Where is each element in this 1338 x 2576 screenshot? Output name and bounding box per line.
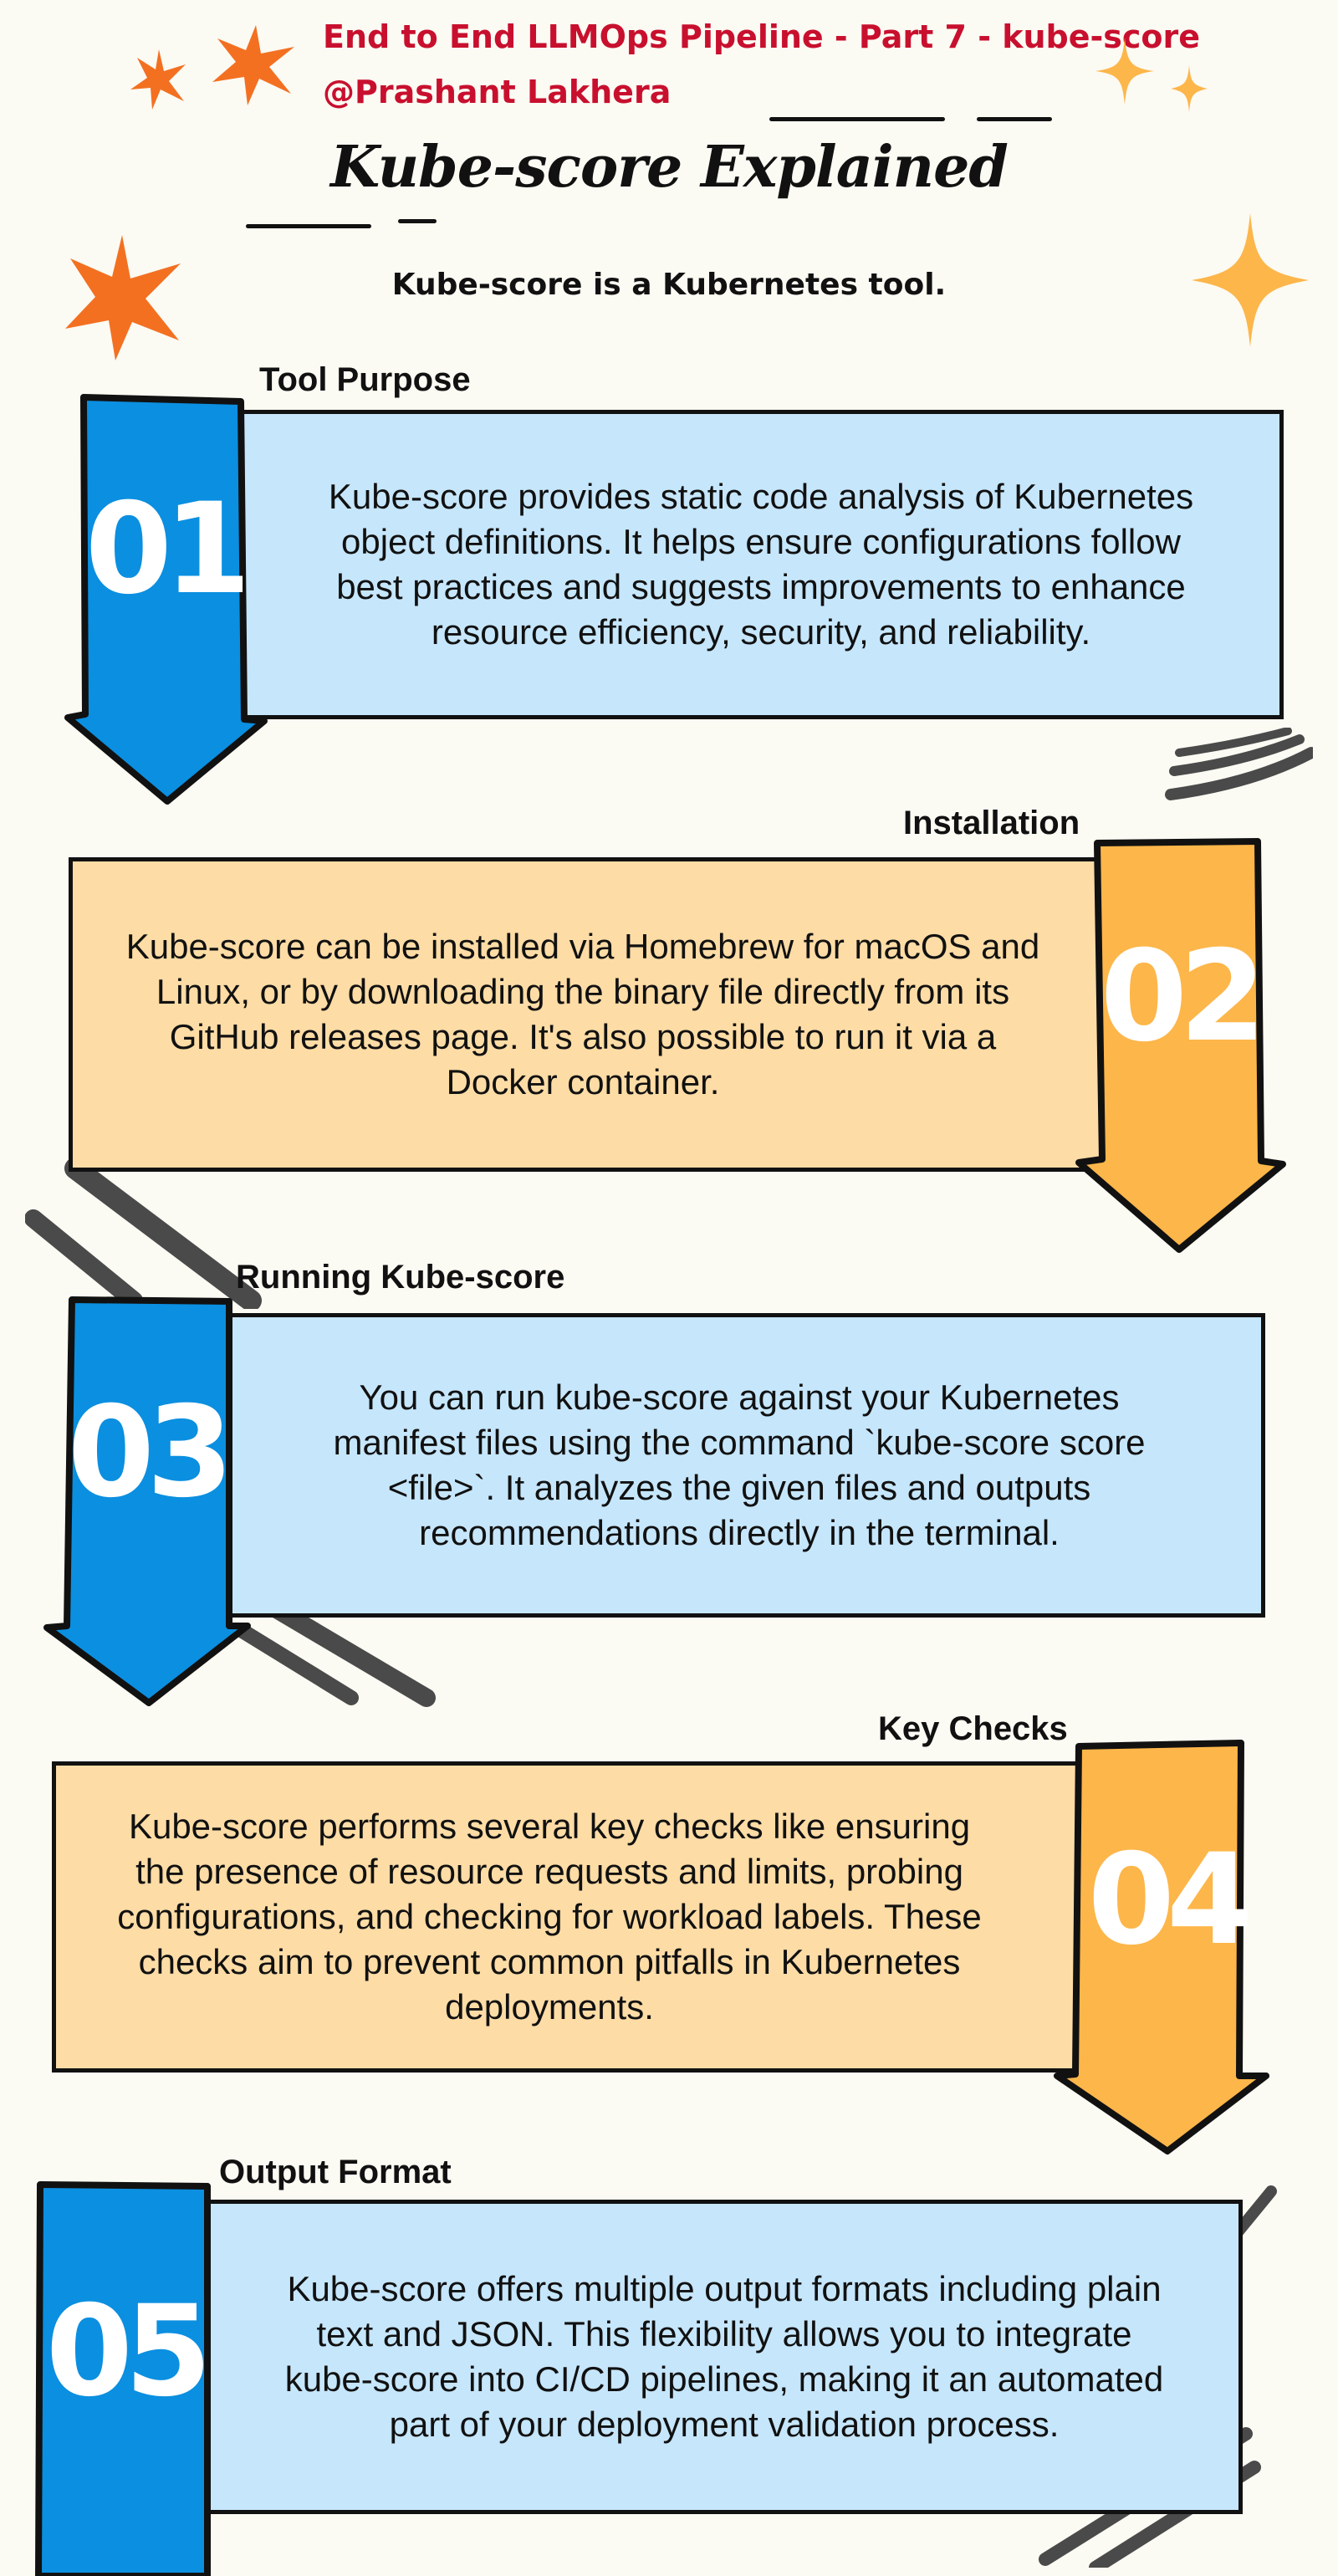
star-icon <box>212 25 294 105</box>
sparkle-icon <box>1171 65 1208 112</box>
section-label-key-checks: Key Checks <box>878 1710 1068 1747</box>
sparkle-icon <box>1095 38 1154 105</box>
section-card-key-checks: Kube-score performs several key checks l… <box>52 1761 1122 2073</box>
sparkle-icon <box>1192 213 1309 347</box>
doodle-dash <box>769 117 945 121</box>
doodle-dash <box>398 219 437 223</box>
section-text: Kube-score offers multiple output format… <box>284 2269 1164 2444</box>
author-handle: @Prashant Lakhera <box>323 74 672 110</box>
section-label-installation: Installation <box>903 805 1080 841</box>
series-title: End to End LLMOps Pipeline - Part 7 - ku… <box>323 18 1201 55</box>
number-block <box>35 2181 211 2576</box>
doodle-dash <box>977 117 1052 121</box>
section-text: Kube-score provides static code analysis… <box>328 477 1194 652</box>
section-card-output-format: Kube-score offers multiple output format… <box>197 2200 1243 2514</box>
section-card-installation: Kube-score can be installed via Homebrew… <box>69 857 1139 1172</box>
section-label-running-kube-score: Running Kube-score <box>236 1259 565 1296</box>
star-icon <box>130 49 186 110</box>
arrow-down-icon <box>1054 1740 1269 2154</box>
arrow-down-icon <box>43 1296 251 1706</box>
section-label-tool-purpose: Tool Purpose <box>259 361 471 398</box>
section-label-output-format: Output Format <box>219 2154 452 2190</box>
doodle-dash <box>246 224 371 228</box>
swoosh-lines <box>25 1158 262 1309</box>
star-icon <box>65 235 181 360</box>
section-number: 03 <box>67 1380 234 1526</box>
section-card-running-kube-score: You can run kube-score against your Kube… <box>213 1313 1265 1618</box>
section-text: You can run kube-score against your Kube… <box>333 1377 1146 1552</box>
section-number: 04 <box>1087 1827 1254 1973</box>
section-card-tool-purpose: Kube-score provides static code analysis… <box>238 410 1284 719</box>
section-number: 02 <box>1100 924 1267 1070</box>
swoosh-lines <box>1165 728 1313 800</box>
section-text: Kube-score performs several key checks l… <box>117 1807 982 2027</box>
section-text: Kube-score can be installed via Homebrew… <box>125 927 1040 1101</box>
page-subtitle: Kube-score is a Kubernetes tool. <box>391 268 947 302</box>
section-number: 01 <box>84 477 252 622</box>
arrow-down-icon <box>1075 838 1286 1253</box>
section-number: 05 <box>45 2279 212 2425</box>
page-title: Kube-score Explained <box>330 134 1009 201</box>
arrow-down-icon <box>64 394 268 805</box>
